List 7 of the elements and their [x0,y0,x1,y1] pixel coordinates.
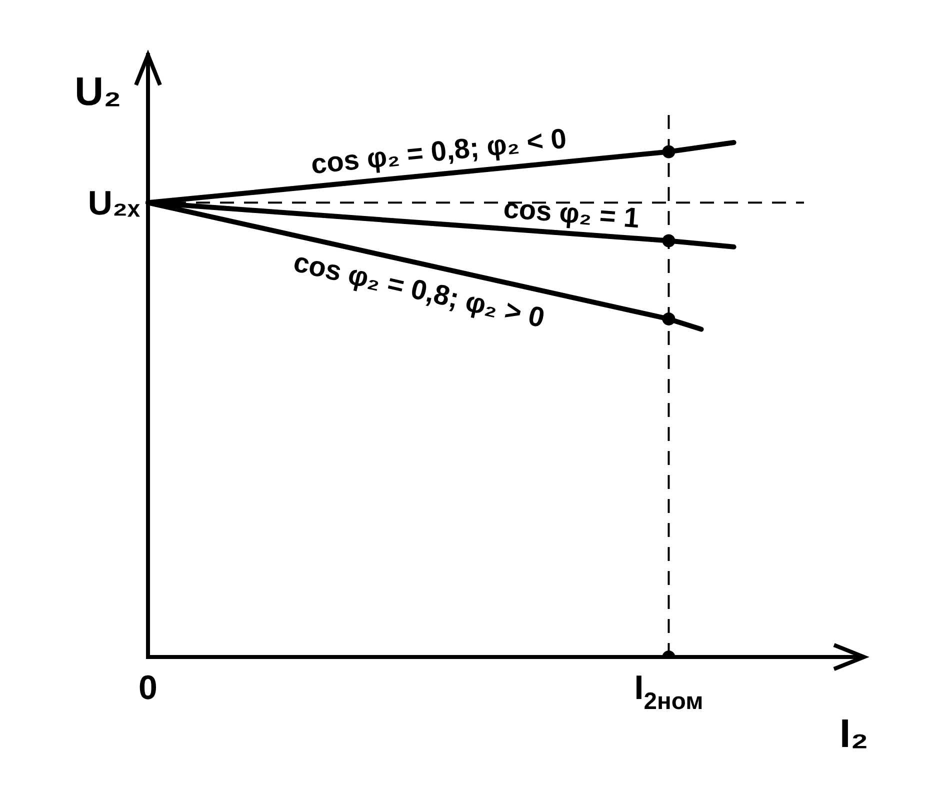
ref-line-label: U₂ₓ [88,184,141,223]
x-axis-title: I₂ [840,712,868,756]
series-label: cos φ₂ = 1 [502,192,640,234]
text: cos φ₂ = 0,8; φ₂ < 0 [310,122,568,180]
x-tick-label: 0 [138,669,158,707]
text: cos φ₂ = 0,8; φ₂ > 0 [290,246,548,334]
y-axis-title: U₂ [74,70,122,114]
